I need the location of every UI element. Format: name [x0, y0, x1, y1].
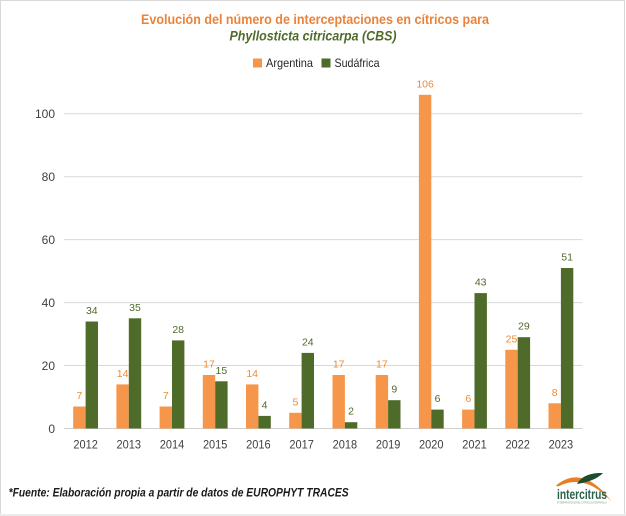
svg-text:25: 25 — [506, 333, 518, 345]
svg-text:2015: 2015 — [203, 437, 228, 451]
svg-text:35: 35 — [129, 302, 141, 314]
svg-text:20: 20 — [42, 359, 56, 373]
svg-text:60: 60 — [42, 233, 56, 247]
svg-text:80: 80 — [42, 170, 56, 184]
svg-text:2019: 2019 — [376, 437, 401, 451]
svg-text:Phyllosticta citricarpa (CBS): Phyllosticta citricarpa (CBS) — [230, 29, 397, 44]
svg-text:106: 106 — [416, 78, 434, 90]
svg-text:24: 24 — [302, 336, 314, 348]
svg-text:2012: 2012 — [73, 437, 98, 451]
svg-text:INTERPROFESIONAL CITRICOLA ESP: INTERPROFESIONAL CITRICOLA ESPAÑOLA — [557, 500, 607, 505]
svg-text:8: 8 — [552, 387, 558, 399]
svg-text:14: 14 — [117, 368, 129, 380]
svg-text:2020: 2020 — [419, 437, 444, 451]
svg-text:6: 6 — [465, 393, 471, 405]
svg-text:2017: 2017 — [289, 437, 314, 451]
svg-text:intercitrus: intercitrus — [557, 486, 607, 502]
svg-text:2014: 2014 — [160, 437, 185, 451]
svg-text:Evolución del número de interc: Evolución del número de interceptaciones… — [141, 12, 489, 27]
svg-text:2: 2 — [348, 406, 354, 418]
svg-text:29: 29 — [518, 321, 530, 333]
svg-text:34: 34 — [86, 305, 98, 317]
svg-text:17: 17 — [333, 359, 345, 371]
svg-text:28: 28 — [172, 324, 184, 336]
svg-text:100: 100 — [35, 107, 55, 121]
svg-text:17: 17 — [376, 359, 388, 371]
svg-text:2018: 2018 — [333, 437, 358, 451]
svg-text:43: 43 — [475, 277, 487, 289]
svg-text:15: 15 — [216, 365, 228, 377]
svg-text:4: 4 — [262, 399, 268, 411]
svg-text:14: 14 — [246, 368, 258, 380]
svg-text:2013: 2013 — [117, 437, 142, 451]
svg-text:Argentina: Argentina — [266, 56, 313, 70]
svg-text:2021: 2021 — [462, 437, 487, 451]
svg-text:Sudáfrica: Sudáfrica — [335, 56, 380, 70]
svg-text:6: 6 — [435, 393, 441, 405]
svg-text:0: 0 — [48, 422, 55, 436]
svg-text:2023: 2023 — [549, 437, 574, 451]
svg-text:51: 51 — [561, 252, 573, 264]
svg-text:2022: 2022 — [505, 437, 530, 451]
svg-text:5: 5 — [292, 396, 298, 408]
svg-text:*Fuente: Elaboración propia a: *Fuente: Elaboración propia a partir de … — [9, 486, 349, 500]
svg-text:17: 17 — [203, 359, 215, 371]
svg-text:7: 7 — [163, 390, 169, 402]
svg-text:40: 40 — [42, 296, 56, 310]
svg-text:2016: 2016 — [246, 437, 271, 451]
svg-text:9: 9 — [391, 384, 397, 396]
svg-text:7: 7 — [76, 390, 82, 402]
